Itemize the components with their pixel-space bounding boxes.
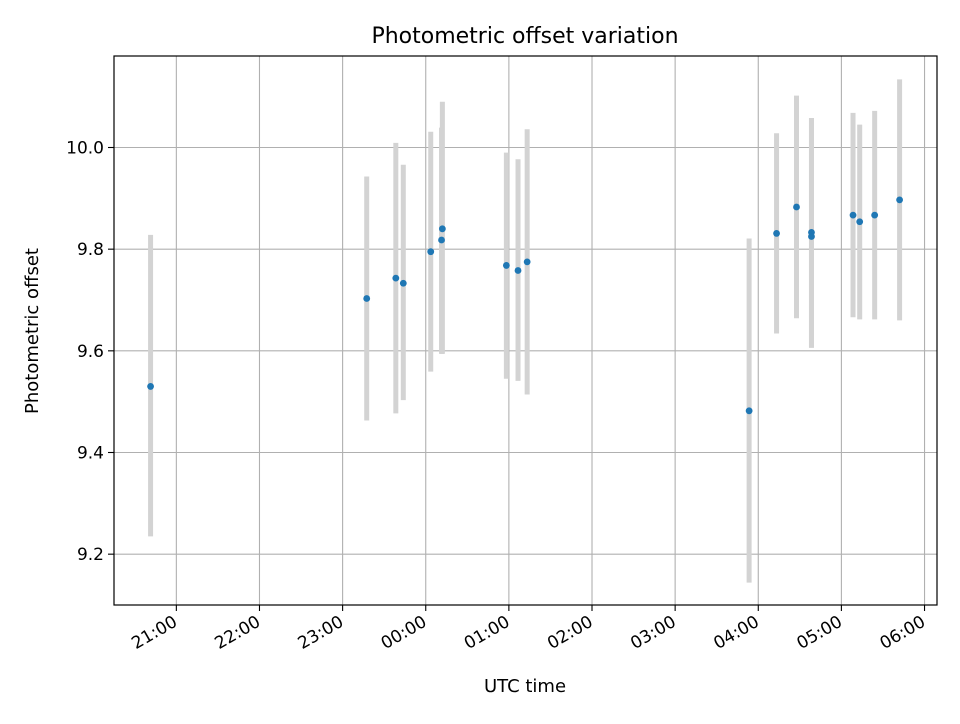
- chart-title: Photometric offset variation: [371, 24, 678, 49]
- plot-frame: [113, 55, 938, 606]
- data-point: [808, 233, 815, 240]
- data-point: [438, 225, 446, 233]
- x-axis-label: UTC time: [484, 676, 566, 697]
- y-axis-label: Photometric offset: [22, 248, 43, 414]
- data-point: [147, 383, 154, 390]
- data-points: [147, 196, 903, 415]
- data-point: [856, 218, 864, 226]
- y-tick-label: 9.4: [77, 444, 104, 464]
- data-point: [773, 230, 780, 237]
- y-tick-label: 10.0: [66, 139, 104, 159]
- y-tick-label: 9.6: [77, 342, 104, 362]
- y-tick-label: 9.8: [77, 240, 104, 260]
- data-point: [438, 236, 445, 244]
- data-point: [849, 211, 857, 219]
- data-point: [896, 196, 903, 204]
- y-axis-ticks: 9.2 9.4 9.6 9.8 10.0: [66, 139, 114, 565]
- data-point: [871, 211, 879, 219]
- data-point: [502, 262, 510, 269]
- data-point: [745, 407, 753, 415]
- data-point: [514, 267, 522, 274]
- data-point: [392, 274, 400, 282]
- data-point: [523, 258, 531, 266]
- data-point: [363, 295, 371, 302]
- y-tick-label: 9.2: [77, 545, 104, 565]
- data-point: [427, 248, 435, 256]
- data-point: [399, 279, 407, 287]
- data-point: [793, 203, 800, 211]
